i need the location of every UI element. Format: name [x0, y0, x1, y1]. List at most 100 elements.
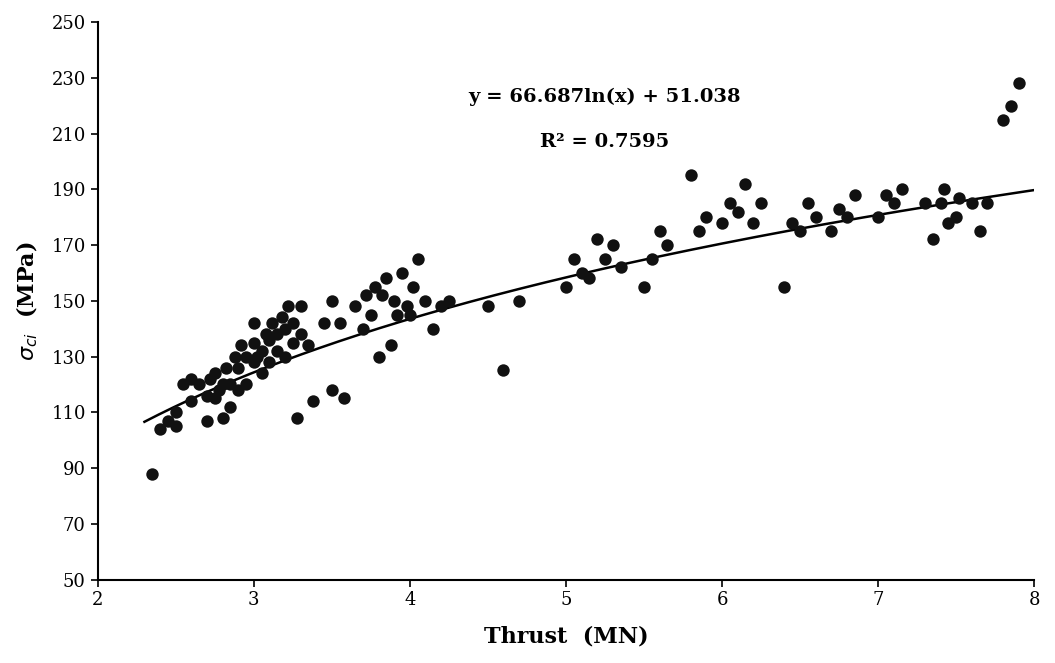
Point — [511, 296, 528, 306]
Point — [495, 365, 512, 376]
Point — [331, 318, 348, 328]
Point — [807, 212, 824, 223]
Point — [245, 318, 262, 328]
Point — [659, 240, 676, 251]
Point — [323, 296, 340, 306]
Point — [211, 385, 228, 395]
Point — [1011, 78, 1028, 89]
Point — [168, 421, 185, 432]
Point — [358, 290, 375, 300]
Y-axis label: $\sigma_{ci}$  (MPa): $\sigma_{ci}$ (MPa) — [15, 241, 40, 361]
Point — [261, 335, 277, 345]
Point — [690, 226, 707, 237]
Point — [979, 198, 996, 208]
Point — [198, 391, 215, 401]
Point — [191, 379, 208, 390]
Point — [354, 324, 371, 334]
Point — [417, 296, 434, 306]
Point — [596, 254, 613, 265]
Text: R² = 0.7595: R² = 0.7595 — [540, 133, 670, 151]
Point — [175, 379, 192, 390]
Point — [612, 262, 629, 272]
Point — [885, 198, 902, 208]
Point — [168, 407, 185, 418]
Point — [273, 312, 290, 323]
Text: y = 66.687ln(x) + 51.038: y = 66.687ln(x) + 51.038 — [468, 88, 742, 106]
Point — [479, 301, 496, 312]
Point — [869, 212, 886, 223]
Point — [261, 357, 277, 367]
Point — [305, 396, 322, 406]
Point — [776, 282, 793, 292]
Point — [183, 396, 199, 406]
Point — [1002, 100, 1019, 111]
Point — [823, 226, 840, 237]
Point — [253, 345, 270, 356]
Point — [284, 318, 301, 328]
Point — [409, 254, 426, 265]
Point — [581, 273, 598, 284]
Point — [933, 198, 950, 208]
Point — [289, 412, 306, 423]
Point — [839, 212, 856, 223]
Point — [651, 226, 668, 237]
Point — [152, 424, 169, 434]
Point — [394, 268, 410, 278]
Point — [237, 379, 254, 390]
X-axis label: Thrust  (MN): Thrust (MN) — [483, 626, 648, 648]
Point — [389, 310, 406, 320]
Point — [284, 337, 301, 348]
Point — [683, 170, 699, 180]
Point — [292, 329, 309, 339]
Point — [399, 301, 416, 312]
Point — [440, 296, 457, 306]
Point — [722, 198, 738, 208]
Point — [245, 357, 262, 367]
Point — [737, 178, 754, 189]
Point — [245, 337, 262, 348]
Point — [159, 415, 176, 426]
Point — [729, 206, 746, 217]
Point — [362, 310, 379, 320]
Point — [276, 351, 293, 362]
Point — [143, 468, 160, 479]
Point — [573, 268, 590, 278]
Point — [370, 351, 387, 362]
Point — [894, 184, 910, 194]
Point — [846, 190, 863, 200]
Point — [214, 412, 231, 423]
Point — [383, 340, 400, 351]
Point — [951, 192, 967, 203]
Point — [373, 290, 390, 300]
Point — [367, 282, 384, 292]
Point — [257, 329, 274, 339]
Point — [222, 401, 238, 412]
Point — [644, 254, 660, 265]
Point — [264, 318, 281, 328]
Point — [183, 373, 199, 384]
Point — [589, 234, 606, 245]
Point — [227, 351, 244, 362]
Point — [917, 198, 934, 208]
Point — [300, 340, 316, 351]
Point — [230, 385, 247, 395]
Point — [995, 114, 1012, 125]
Point — [386, 296, 403, 306]
Point — [936, 184, 953, 194]
Point — [323, 385, 340, 395]
Point — [972, 226, 989, 237]
Point — [713, 217, 730, 228]
Point — [248, 351, 265, 362]
Point — [276, 324, 293, 334]
Point — [217, 363, 234, 373]
Point — [565, 254, 582, 265]
Point — [207, 393, 224, 404]
Point — [233, 340, 250, 351]
Point — [280, 301, 296, 312]
Point — [605, 240, 621, 251]
Point — [924, 234, 941, 245]
Point — [198, 415, 215, 426]
Point — [791, 226, 808, 237]
Point — [800, 198, 817, 208]
Point — [207, 368, 224, 379]
